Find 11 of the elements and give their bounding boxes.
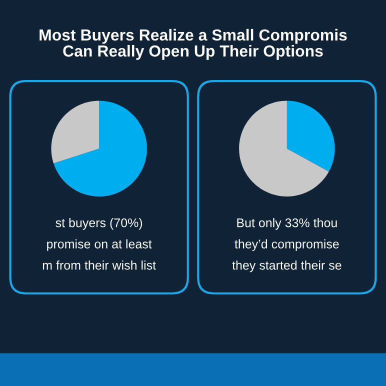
text: But only 33% thou	[237, 218, 337, 230]
text: promise on at least	[47, 239, 152, 251]
pie-slice	[286, 100, 335, 172]
pie-slice	[54, 100, 147, 196]
text: m from their wish list	[42, 260, 156, 270]
text: they’d compromise	[234, 239, 339, 251]
pie-slice	[239, 100, 329, 196]
text: they started their se	[232, 260, 342, 272]
pie-slice	[51, 100, 100, 164]
text: st buyers (70%)	[56, 218, 142, 230]
text: Most Buyers Realize a Small Compromis Can Really Open Up Their Options	[40, 28, 347, 60]
